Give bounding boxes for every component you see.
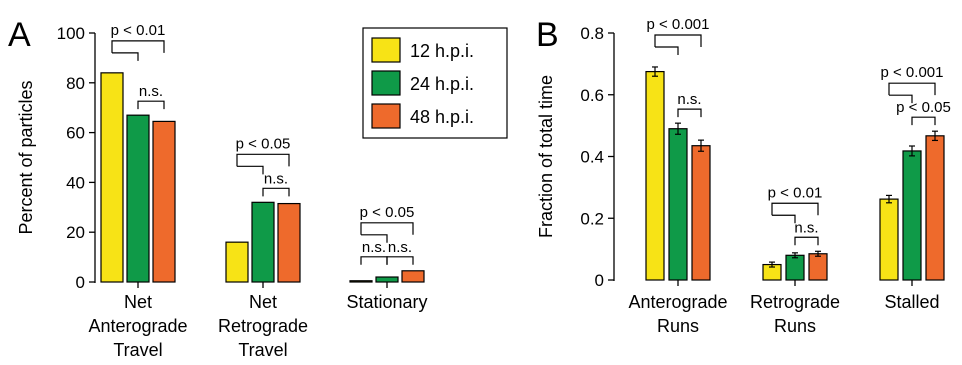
x-tick-label: Net — [124, 292, 152, 312]
y-axis-title: Fraction of total time — [536, 75, 556, 238]
x-tick-label: Anterograde — [88, 316, 187, 336]
bar — [668, 128, 688, 281]
legend-swatch — [371, 37, 401, 63]
bar — [691, 145, 711, 281]
significance-label: n.s. — [264, 170, 288, 187]
x-tick-label: Retrograde — [218, 316, 308, 336]
significance-label: p < 0.001 — [881, 64, 944, 81]
legend-label: 12 h.p.i. — [410, 41, 474, 61]
y-tick-label: 80 — [66, 74, 85, 93]
significance-label: p < 0.05 — [360, 204, 415, 221]
x-tick-label: Net — [249, 292, 277, 312]
significance-bracket — [771, 202, 819, 216]
significance-bracket — [794, 236, 819, 246]
y-tick-label: 60 — [66, 124, 85, 143]
y-tick-label: 100 — [57, 24, 85, 43]
bar — [152, 120, 176, 283]
bar — [225, 241, 249, 283]
significance-bracket — [236, 153, 290, 167]
panel-a-chart: A 0 20 40 60 80 100 Percent of particles Net Ante… — [8, 16, 428, 360]
x-tick-label: Stalled — [884, 292, 939, 312]
bar — [785, 254, 805, 281]
significance-label: p < 0.001 — [647, 16, 710, 33]
significance-label: n.s. — [139, 83, 163, 100]
bar — [349, 280, 373, 283]
y-tick-label: 20 — [66, 223, 85, 242]
significance-bracket — [677, 108, 702, 118]
significance-bracket — [654, 34, 702, 47]
bar — [375, 276, 399, 283]
y-tick-label: 0.2 — [580, 209, 604, 228]
legend: 12 h.p.i. 24 h.p.i. 48 h.p.i. — [362, 27, 508, 139]
bar — [277, 202, 301, 283]
bar — [251, 201, 275, 283]
bar — [645, 70, 665, 281]
x-tick-label: Runs — [657, 316, 699, 336]
significance-bracket — [360, 256, 388, 265]
bar — [902, 150, 922, 281]
bar — [879, 198, 899, 281]
y-tick-label: 0.4 — [580, 148, 604, 167]
x-tick-label: Anterograde — [628, 292, 727, 312]
significance-label: p < 0.05 — [236, 135, 291, 152]
significance-bracket — [262, 187, 290, 197]
legend-swatch — [371, 103, 401, 129]
significance-bracket — [386, 256, 414, 265]
significance-bracket — [772, 214, 796, 224]
y-tick-label: 40 — [66, 173, 85, 192]
significance-label: n.s. — [388, 239, 412, 256]
bar — [100, 72, 124, 283]
y-tick-label: 0 — [595, 271, 604, 290]
significance-label: p < 0.01 — [768, 184, 823, 201]
panel-letter: A — [8, 16, 31, 54]
x-tick-label: Travel — [238, 340, 287, 360]
x-tick-label: Stationary — [346, 292, 427, 312]
bar — [808, 253, 828, 281]
y-tick-label: 0.8 — [580, 24, 604, 43]
panel-b-chart: B 0 0.2 0.4 0.6 0.8 Fraction of total time Ante… — [536, 16, 951, 336]
legend-swatch — [371, 70, 401, 96]
x-tick-label: Retrograde — [750, 292, 840, 312]
significance-label: n.s. — [794, 219, 818, 236]
significance-label: p < 0.01 — [111, 22, 166, 39]
panel-letter: B — [536, 16, 559, 54]
significance-bracket — [137, 100, 165, 110]
x-tick-label: Runs — [774, 316, 816, 336]
significance-bracket — [361, 234, 388, 243]
y-axis-title: Percent of particles — [16, 80, 36, 234]
significance-label: n.s. — [362, 239, 386, 256]
significance-label: p < 0.05 — [896, 99, 951, 116]
y-tick-label: 0 — [76, 273, 85, 292]
significance-label: n.s. — [677, 91, 701, 108]
significance-bracket — [889, 94, 913, 104]
bar — [401, 270, 425, 283]
significance-bracket — [888, 82, 936, 96]
y-tick-label: 0.6 — [580, 86, 604, 105]
legend-label: 48 h.p.i. — [410, 107, 474, 127]
significance-bracket — [911, 116, 936, 126]
bar — [925, 135, 945, 281]
significance-bracket — [360, 222, 414, 235]
significance-bracket — [111, 40, 165, 53]
significance-bracket — [237, 165, 264, 175]
significance-bracket — [112, 52, 139, 61]
x-tick-label: Travel — [113, 340, 162, 360]
bar — [126, 114, 150, 283]
significance-bracket — [655, 46, 679, 55]
legend-label: 24 h.p.i. — [410, 74, 474, 94]
